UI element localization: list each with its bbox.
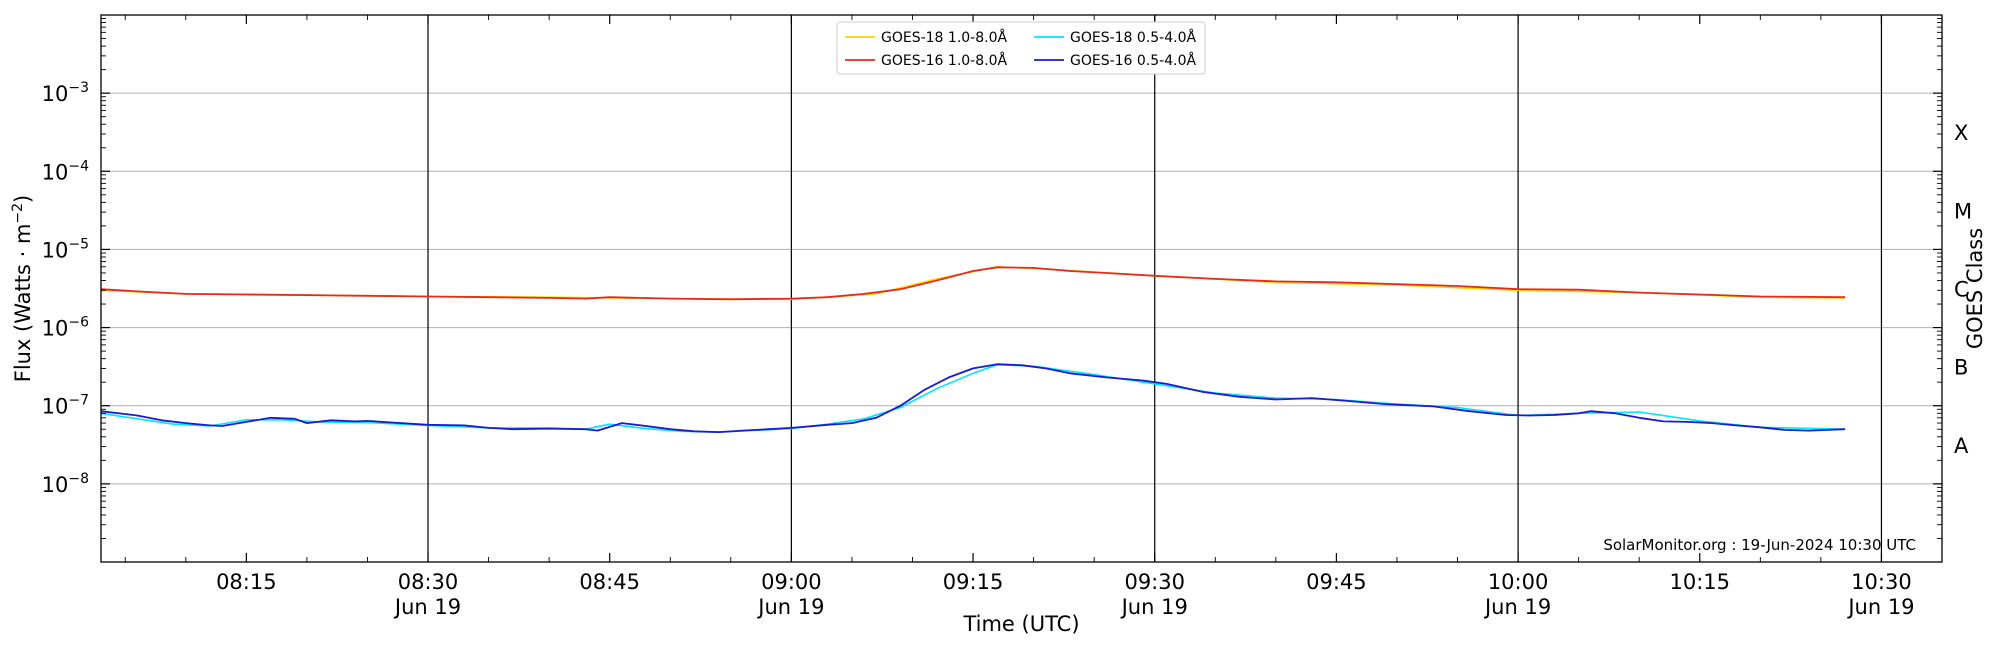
x-tick-label: 10:15 [1669, 570, 1730, 594]
legend-entry: GOES-16 1.0-8.0Å [881, 52, 1007, 69]
x-tick-label: 09:00 [761, 570, 822, 594]
legend: GOES-18 1.0-8.0Å GOES-16 1.0-8.0Å GOES-18 … [836, 21, 1206, 75]
series-line-4 [100, 363, 1846, 433]
x-tick-label: 08:15 [216, 570, 277, 594]
goes-class-labels: A B C M X [1954, 121, 1972, 458]
y-axis-ticks: 10−810−710−610−510−410−3 [42, 18, 1942, 539]
y-tick-exponent: −6 [68, 315, 89, 331]
y-tick-exponent: −8 [68, 471, 89, 487]
y-tick-exponent: −5 [68, 236, 89, 252]
x-tick-label: 10:30 [1851, 570, 1912, 594]
legend-entry: GOES-18 0.5-4.0Å [1070, 29, 1196, 46]
x-tick-label: 09:45 [1306, 570, 1367, 594]
goes-class-label: X [1954, 121, 1968, 145]
legend-entry: GOES-18 1.0-8.0Å [881, 29, 1007, 46]
legend-box [836, 21, 1206, 75]
plot-frame [100, 14, 1943, 563]
x-tick-label: 09:30 [1124, 570, 1185, 594]
y-axis-title-close: ) [11, 195, 35, 203]
credit-label: SolarMonitor.org : 19-Jun-2024 10:30 UTC [1603, 536, 1916, 554]
y-tick-base: 10 [42, 238, 69, 262]
y-axis-title-exponent: −2 [10, 203, 26, 224]
legend-entry: GOES-16 0.5-4.0Å [1070, 52, 1196, 69]
y-tick-base: 10 [42, 473, 69, 497]
y-tick-base: 10 [42, 395, 69, 419]
y-axis-title-main: Flux (Watts · m [11, 224, 35, 383]
goes-class-label: C [1954, 278, 1969, 302]
x-tick-date-label: Jun 19 [1120, 595, 1188, 619]
y-tick-label: 10−4 [42, 158, 89, 184]
series-line-2 [100, 266, 1846, 301]
y-tick-label: 10−3 [42, 80, 89, 106]
day-boundary-lines [427, 15, 1883, 562]
goes-class-label: B [1954, 356, 1968, 380]
x-axis-title: Time (UTC) [962, 612, 1079, 636]
x-tick-date-label: Jun 19 [1846, 595, 1914, 619]
y-tick-label: 10−8 [42, 471, 89, 497]
y-tick-label: 10−7 [42, 393, 89, 419]
x-tick-date-label: Jun 19 [756, 595, 824, 619]
grid-lines [101, 92, 1942, 485]
goes-class-label: M [1954, 199, 1972, 223]
goes-class-label: A [1954, 434, 1969, 458]
flux-series [100, 266, 1846, 433]
goes-class-axis-title: GOES Class [1963, 228, 1987, 349]
y-axis-title: Flux (Watts · m−2) [10, 195, 35, 383]
y-tick-exponent: −7 [68, 393, 89, 409]
y-tick-base: 10 [42, 317, 69, 341]
y-tick-base: 10 [42, 160, 69, 184]
x-tick-label: 10:00 [1488, 570, 1549, 594]
y-tick-exponent: −3 [68, 80, 89, 96]
y-tick-base: 10 [42, 82, 69, 106]
x-tick-date-label: Jun 19 [393, 595, 461, 619]
y-tick-exponent: −4 [68, 158, 89, 174]
y-tick-label: 10−5 [42, 236, 89, 262]
x-tick-label: 08:30 [398, 570, 459, 594]
x-tick-date-label: Jun 19 [1483, 595, 1551, 619]
x-tick-label: 09:15 [943, 570, 1004, 594]
y-tick-label: 10−6 [42, 315, 89, 341]
x-tick-label: 08:45 [579, 570, 640, 594]
